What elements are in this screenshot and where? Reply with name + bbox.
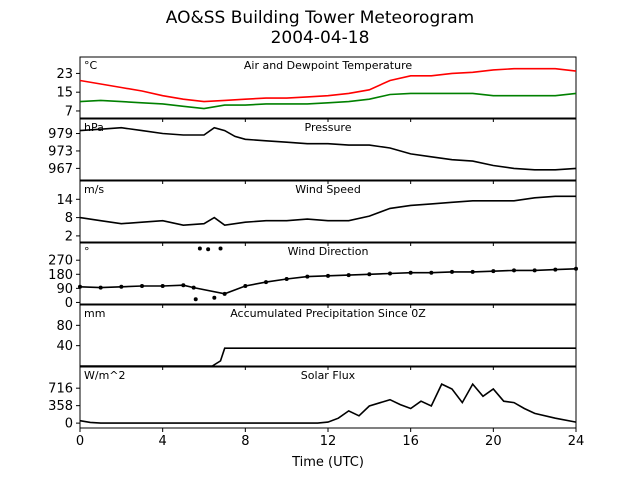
x-tick-label: 16: [402, 434, 419, 449]
panel-title: Accumulated Precipitation Since 0Z: [230, 307, 426, 320]
y-tick-label: 979: [48, 127, 73, 142]
x-tick-label: 4: [159, 434, 167, 449]
y-tick-label: 2: [65, 229, 73, 244]
panel-title: Solar Flux: [301, 369, 356, 382]
series-line: [79, 268, 577, 295]
y-tick-label: 14: [56, 193, 73, 208]
unit-label: °: [84, 245, 90, 258]
panel-title: Wind Direction: [288, 245, 369, 258]
x-tick-label: 8: [241, 434, 249, 449]
y-tick-label: 0: [65, 417, 73, 432]
panel-title: Air and Dewpoint Temperature: [244, 59, 412, 72]
unit-label: °C: [84, 59, 98, 72]
series-line: [79, 92, 577, 110]
unit-label: mm: [84, 307, 105, 320]
y-tick-label: 7: [65, 104, 73, 119]
series-line: [79, 195, 576, 227]
panel-title: Pressure: [305, 121, 352, 134]
y-tick-label: 15: [56, 86, 73, 101]
chart-subtitle: 2004-04-18: [270, 28, 370, 48]
series-line: [79, 126, 577, 171]
series-point: [197, 246, 202, 251]
y-tick-label: 716: [48, 382, 73, 397]
y-tick-label: 973: [48, 144, 73, 159]
series-line: [79, 67, 577, 103]
y-tick-label: 180: [48, 268, 73, 283]
y-tick-label: 967: [48, 162, 73, 177]
panel-title: Wind Speed: [295, 183, 361, 196]
x-tick-label: 24: [568, 434, 585, 449]
series-line: [79, 382, 577, 424]
y-tick-label: 80: [56, 319, 73, 334]
x-axis-label: Time (UTC): [291, 455, 364, 470]
series-point: [193, 297, 198, 302]
x-tick-label: 12: [320, 434, 337, 449]
x-tick-label: 20: [485, 434, 502, 449]
unit-label: hPa: [84, 121, 104, 134]
series-point: [78, 284, 82, 289]
series-line: [80, 347, 576, 367]
unit-label: W/m^2: [84, 369, 126, 382]
y-tick-label: 358: [48, 399, 73, 414]
x-tick-label: 0: [76, 434, 84, 449]
y-tick-label: 0: [65, 296, 73, 311]
series-point: [212, 295, 217, 300]
y-tick-label: 8: [65, 211, 73, 226]
series-point: [206, 247, 211, 252]
chart-title: AO&SS Building Tower Meteorogram: [165, 8, 475, 28]
y-tick-label: 23: [56, 67, 73, 82]
series-point: [218, 246, 223, 251]
y-tick-label: 90: [56, 282, 73, 297]
y-tick-label: 270: [48, 254, 73, 269]
y-tick-label: 40: [56, 339, 73, 354]
unit-label: m/s: [84, 183, 104, 196]
